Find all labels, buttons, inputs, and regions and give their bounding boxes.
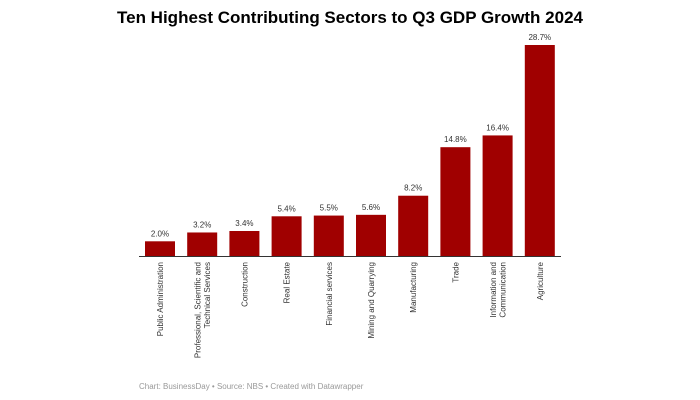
bar — [271, 216, 302, 256]
bar — [229, 231, 260, 256]
value-label: 5.6% — [362, 203, 380, 212]
bar — [313, 215, 344, 256]
value-label: 3.2% — [193, 220, 211, 229]
category-label: Manufacturing — [409, 262, 418, 313]
bar — [440, 147, 471, 256]
bar — [482, 135, 513, 256]
category-label: Construction — [240, 262, 249, 307]
value-label: 14.8% — [444, 135, 467, 144]
value-label: 5.4% — [277, 204, 295, 213]
category-label: Information andCommunication — [489, 262, 508, 318]
bar — [524, 45, 555, 256]
category-label: Mining and Quarrying — [367, 262, 376, 338]
category-label: Real Estate — [283, 261, 292, 303]
category-label: Public Administration — [156, 262, 165, 336]
value-label: 8.2% — [404, 184, 422, 193]
value-label: 16.4% — [486, 123, 509, 132]
chart-footer: Chart: BusinessDay • Source: NBS • Creat… — [139, 382, 364, 391]
bar — [187, 232, 218, 256]
value-label: 28.7% — [528, 33, 551, 42]
value-label: 3.4% — [235, 219, 253, 228]
bar — [356, 214, 386, 256]
category-label: Trade — [451, 261, 460, 282]
bar — [398, 195, 429, 256]
value-label: 2.0% — [151, 229, 169, 238]
category-label: Agriculture — [536, 261, 545, 300]
bar — [145, 241, 175, 256]
category-label: Professional, Scientific andTechnical Se… — [193, 262, 212, 358]
value-label: 5.5% — [320, 204, 338, 213]
chart-title: Ten Highest Contributing Sectors to Q3 G… — [117, 8, 584, 27]
category-label: Financial services — [325, 262, 334, 326]
